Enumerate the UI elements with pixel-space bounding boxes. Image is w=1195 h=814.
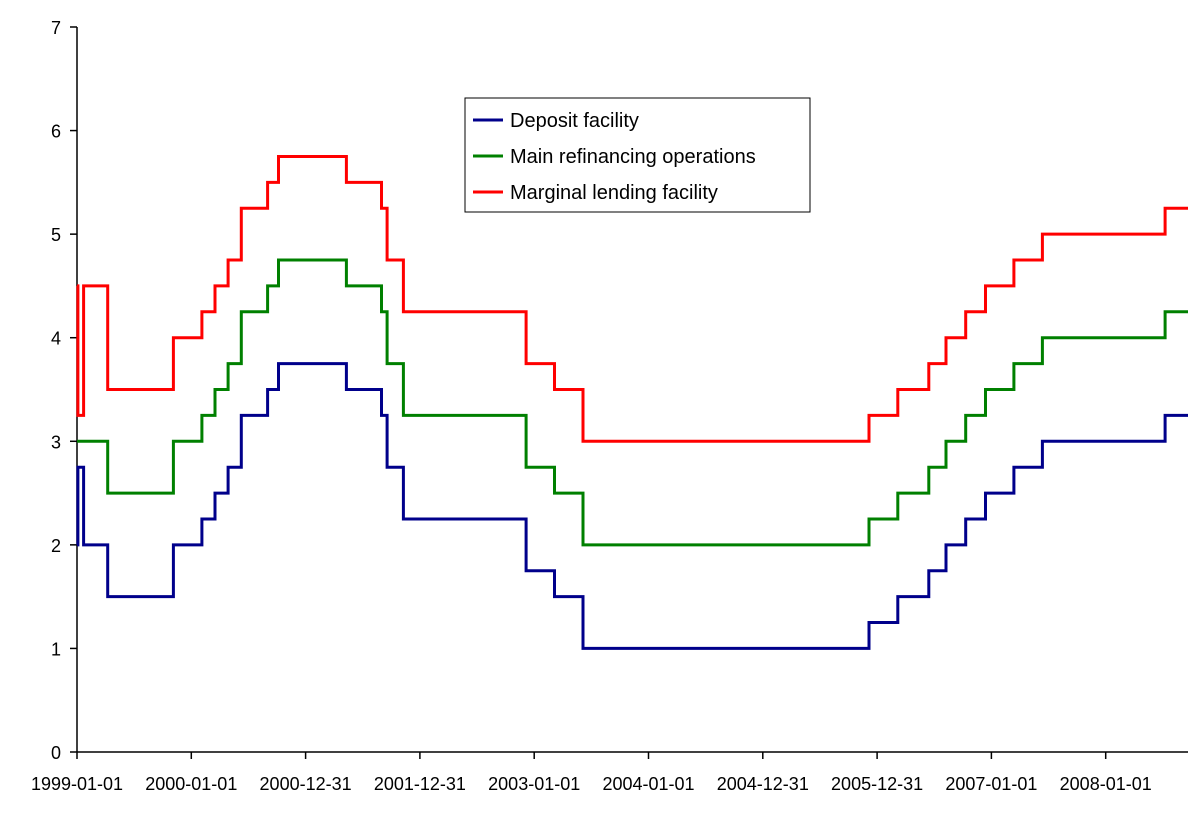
y-tick-label: 5	[51, 225, 61, 245]
x-tick-label: 2001-12-31	[374, 774, 466, 794]
x-tick-label: 2004-12-31	[717, 774, 809, 794]
x-tick-label: 2000-12-31	[260, 774, 352, 794]
legend-label-main-refinancing-operations: Main refinancing operations	[510, 146, 756, 168]
series-line-marginal-lending-facility	[76, 155, 1188, 443]
series-group	[76, 155, 1188, 650]
legend: Deposit facility Main refinancing operati…	[464, 97, 811, 213]
legend-box	[464, 97, 811, 213]
y-tick-label: 0	[51, 743, 61, 763]
x-tick-label: 1999-01-01	[31, 774, 123, 794]
series-line-deposit-facility	[76, 362, 1188, 650]
x-tick-label: 2003-01-01	[488, 774, 580, 794]
y-tick-label: 4	[51, 329, 61, 349]
y-tick-label: 1	[51, 639, 61, 659]
y-tick-label: 7	[51, 18, 61, 38]
y-tick-label: 3	[51, 432, 61, 452]
y-tick-label: 2	[51, 536, 61, 556]
y-axis: 0 1 2 3 4 5 6 7	[51, 18, 78, 763]
x-tick-label: 2000-01-01	[145, 774, 237, 794]
x-tick-label: 2005-12-31	[831, 774, 923, 794]
x-tick-label: 2008-01-01	[1060, 774, 1152, 794]
legend-label-marginal-lending-facility: Marginal lending facility	[510, 182, 718, 204]
x-axis: 1999-01-01 2000-01-01 2000-12-31 2001-12-31…	[31, 751, 1188, 794]
series-line-main-refinancing-operations	[77, 258, 1188, 547]
x-tick-label: 2004-01-01	[602, 774, 694, 794]
legend-label-deposit-facility: Deposit facility	[510, 110, 639, 132]
y-tick-label: 6	[51, 122, 61, 142]
x-tick-label: 2007-01-01	[945, 774, 1037, 794]
